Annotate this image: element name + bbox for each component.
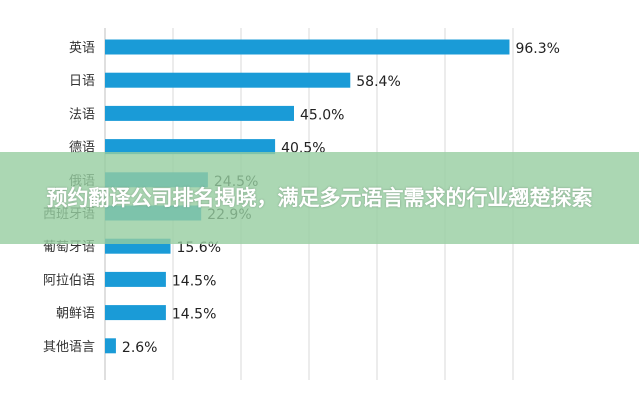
data-label: 2.6% [122, 340, 158, 356]
data-label: 14.5% [172, 273, 216, 289]
category-label: 朝鲜语 [56, 307, 95, 322]
category-label: 德语 [69, 141, 95, 156]
category-label: 日语 [69, 74, 95, 89]
title-banner: 预约翻译公司排名揭晓，满足多元语言需求的行业翘楚探索 [0, 152, 639, 244]
data-label: 45.0% [300, 107, 344, 123]
data-label: 58.4% [356, 74, 400, 90]
category-label: 英语 [69, 41, 95, 56]
data-label: 96.3% [515, 41, 559, 57]
category-label: 法语 [69, 107, 95, 122]
bar [105, 338, 116, 354]
category-label: 阿拉伯语 [43, 273, 95, 288]
data-label: 14.5% [172, 307, 216, 323]
banner-title: 预约翻译公司排名揭晓，满足多元语言需求的行业翘楚探索 [46, 186, 593, 210]
category-label: 其他语言 [43, 340, 95, 355]
bar [105, 39, 510, 55]
data-label: 15.6% [177, 240, 221, 256]
bar [105, 271, 166, 287]
bar [105, 105, 294, 121]
bar [105, 139, 276, 155]
bar [105, 72, 351, 88]
bar [105, 305, 166, 321]
